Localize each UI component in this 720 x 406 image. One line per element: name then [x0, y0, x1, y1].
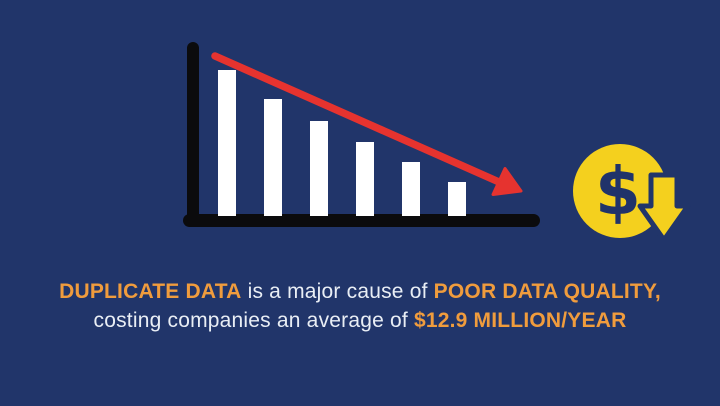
caption-emphasis-duplicate-data: DUPLICATE DATA	[59, 280, 242, 303]
caption-line-2: costing companies an average of $12.9 MI…	[0, 306, 720, 335]
caption-line-1: DUPLICATE DATA is a major cause of POOR …	[0, 277, 720, 306]
chart-bars	[218, 70, 466, 216]
chart-bar	[448, 182, 466, 216]
chart-bar	[218, 70, 236, 216]
caption: DUPLICATE DATA is a major cause of POOR …	[0, 277, 720, 335]
chart-bar	[356, 142, 374, 216]
caption-text: costing companies an average of	[93, 309, 414, 332]
chart-bar	[264, 99, 282, 216]
chart-bar	[310, 121, 328, 216]
chart-y-axis	[187, 42, 199, 227]
caption-text: is a major cause of	[241, 280, 434, 303]
chart-x-axis	[183, 214, 540, 227]
trend-arrowhead	[491, 167, 523, 196]
caption-emphasis-cost: $12.9 MILLION/YEAR	[413, 309, 627, 332]
chart-bar	[402, 162, 420, 216]
caption-emphasis-poor-data-quality: POOR DATA QUALITY,	[433, 280, 661, 303]
